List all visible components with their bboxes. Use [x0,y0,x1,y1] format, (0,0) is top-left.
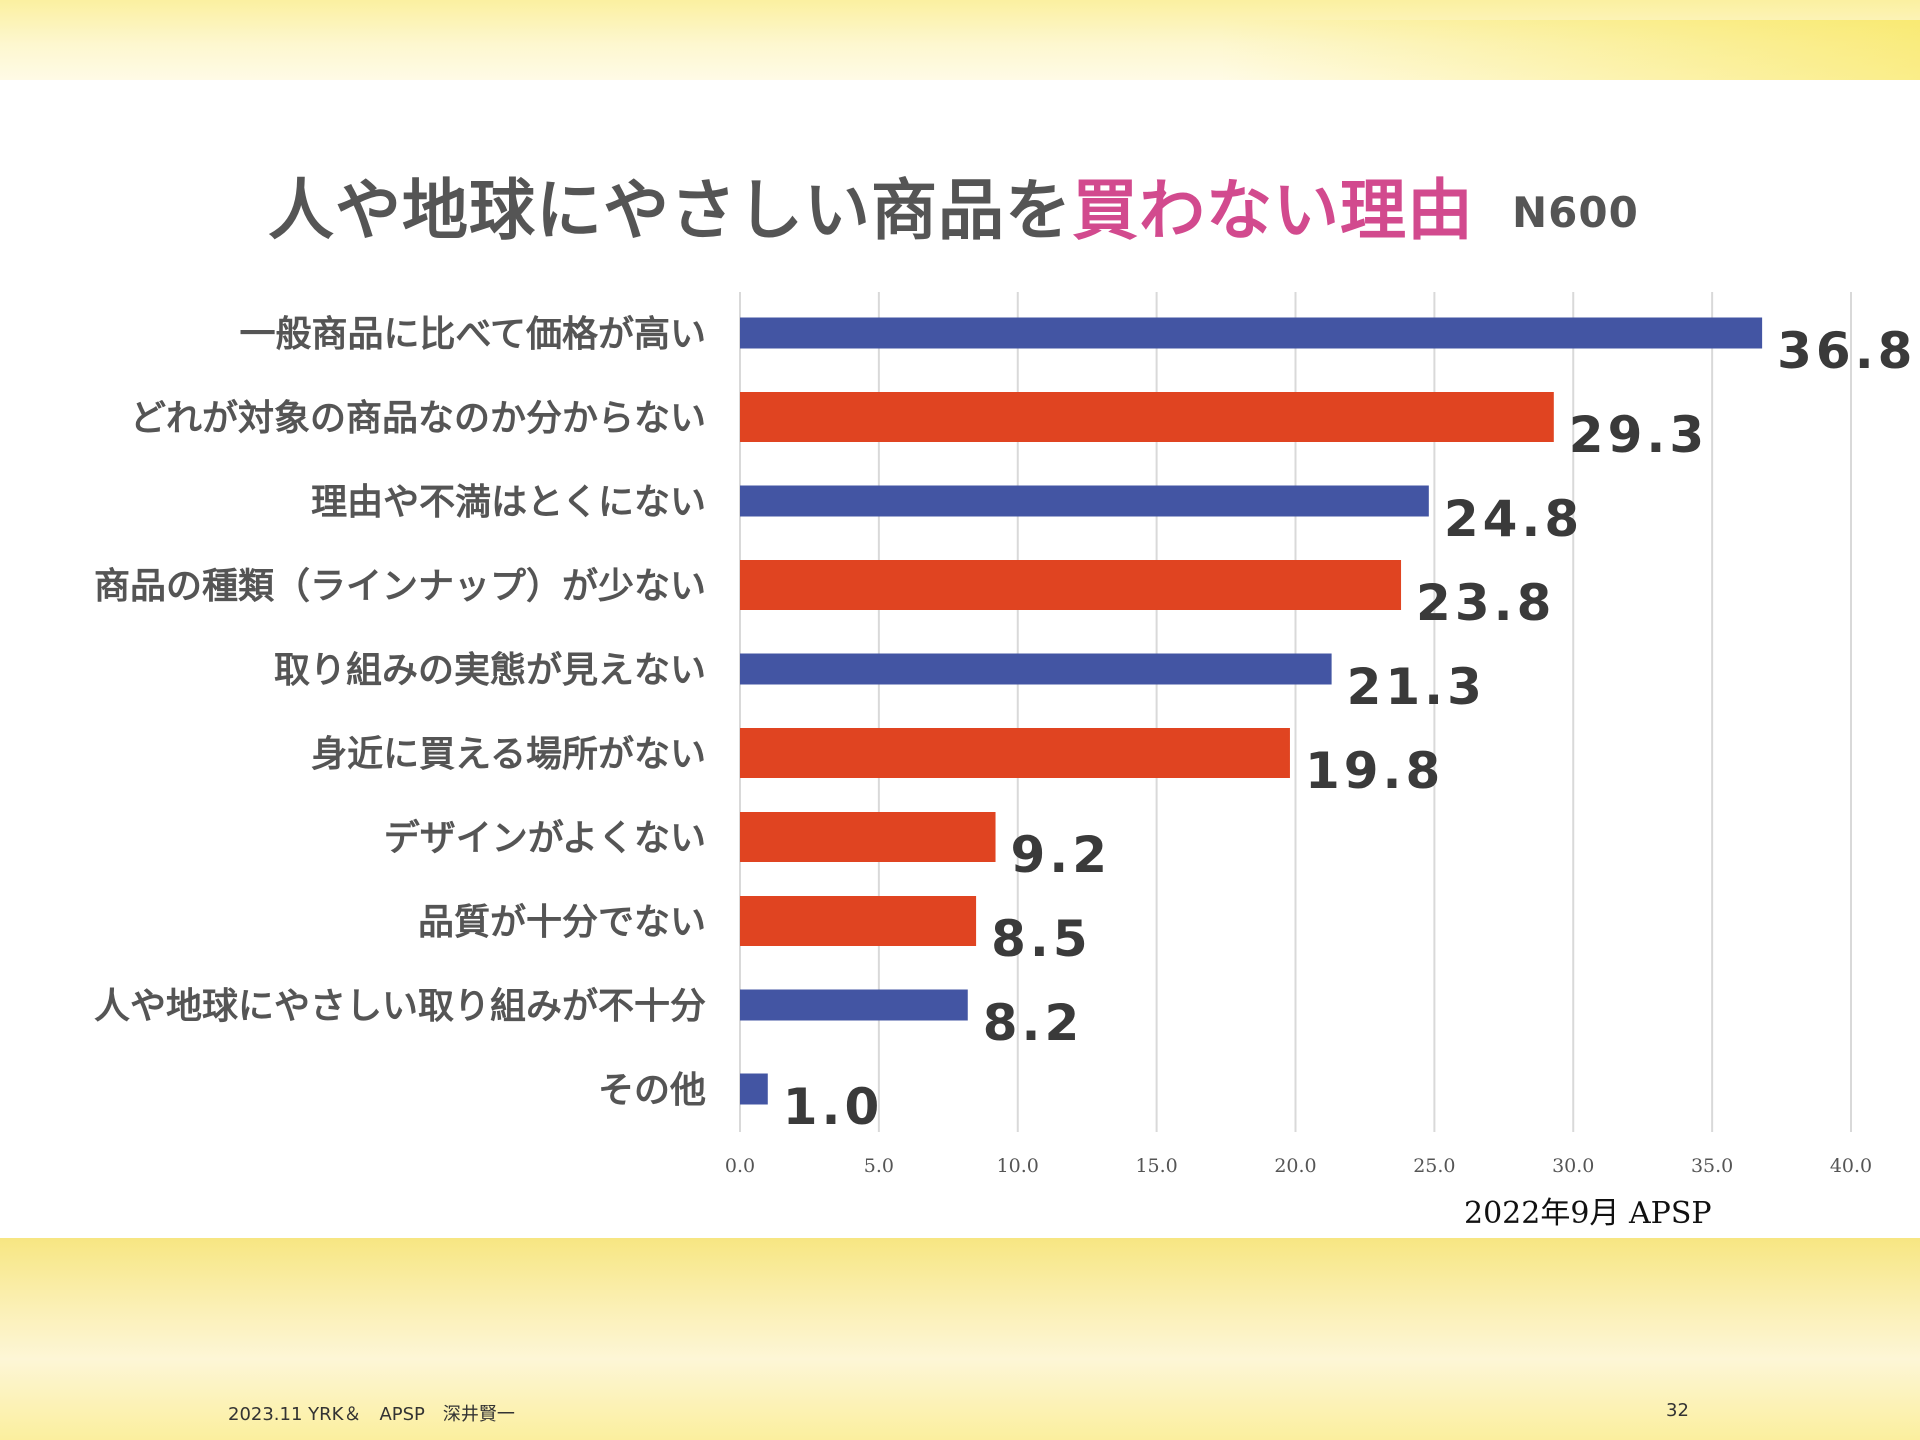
category-labels: 一般商品に比べて価格が高いどれが対象の商品なのか分からない理由や不満はとくにない… [94,314,706,1111]
bars [740,317,1763,1105]
category-label: 理由や不満はとくにない [311,482,706,523]
category-label: 商品の種類（ラインナップ）が少ない [94,566,706,607]
bar [740,896,977,946]
x-tick-label: 40.0 [1830,1155,1872,1177]
category-label: 一般商品に比べて価格が高い [239,314,706,355]
category-label: 身近に買える場所がない [311,734,706,775]
x-tick-label: 35.0 [1691,1155,1733,1177]
value-labels: 36.8 29.3 24.8 23.8 21.3 19.8 9.2 8.5 8.2 1.0 [783,322,1916,1136]
bar [740,653,1332,685]
source-note: 2022年9月 APSP [1464,1196,1712,1231]
bar [740,485,1429,517]
data-label: 19.8 [1305,742,1444,800]
header-band [0,0,1920,80]
sample-size: N600 [1512,188,1639,237]
x-tick-label: 10.0 [997,1155,1039,1177]
slide-title: 人や地球にやさしい商品を買わない理由 N600 [268,166,1639,256]
bar [740,560,1402,610]
x-tick-label: 25.0 [1413,1155,1455,1177]
data-label: 21.3 [1347,658,1486,716]
x-tick-label: 20.0 [1274,1155,1316,1177]
data-label: 24.8 [1444,490,1583,548]
title-prefix: 人や地球にやさしい商品を [268,172,1072,249]
category-label: 人や地球にやさしい取り組みが不十分 [94,986,706,1027]
category-label: デザインがよくない [384,817,706,859]
category-label: その他 [598,1070,706,1111]
data-label: 1.0 [783,1078,884,1136]
x-tick-label: 15.0 [1135,1155,1177,1177]
title-highlight: 買わない理由 [1072,172,1474,249]
bar [740,989,968,1021]
footer-band [0,1238,1920,1440]
x-tick-label: 0.0 [725,1155,755,1177]
category-label: 取り組みの実態が見えない [274,650,706,691]
data-label: 29.3 [1569,406,1708,464]
x-tick-labels: 0.0 5.0 10.0 15.0 20.0 25.0 30.0 35.0 40.0 [725,1155,1872,1177]
footer-credit: 2023.11 YRK＆ APSP 深井賢一 [228,1404,515,1425]
bar [740,392,1554,442]
category-label: 品質が十分でない [418,902,706,943]
page-number: 32 [1666,1400,1689,1421]
data-label: 8.2 [983,994,1084,1052]
bar [740,728,1290,778]
bar [740,812,996,862]
bar [740,317,1763,349]
data-label: 23.8 [1416,574,1555,632]
data-label: 36.8 [1777,322,1916,380]
data-label: 9.2 [1011,826,1112,884]
data-label: 8.5 [991,910,1092,968]
category-label: どれが対象の商品なのか分からない [130,398,706,439]
x-tick-label: 30.0 [1552,1155,1594,1177]
bar [740,1073,768,1105]
x-tick-label: 5.0 [864,1155,894,1177]
